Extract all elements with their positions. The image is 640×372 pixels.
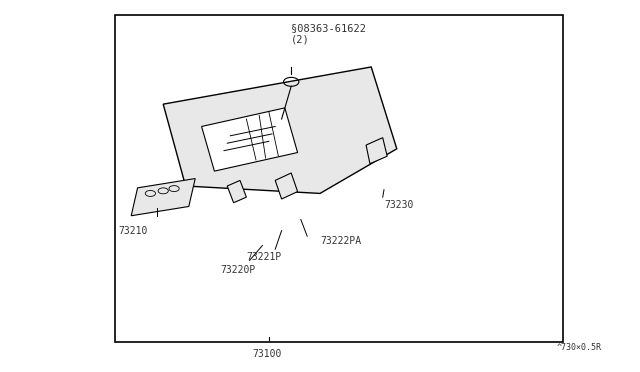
Text: ^730×0.5R: ^730×0.5R (557, 343, 602, 352)
Polygon shape (202, 108, 298, 171)
Bar (115, 15, 563, 342)
Text: 73210: 73210 (118, 226, 148, 236)
Polygon shape (366, 138, 387, 164)
Text: 73221P: 73221P (246, 252, 282, 262)
Polygon shape (275, 173, 298, 199)
Polygon shape (131, 179, 195, 216)
Text: 73222PA: 73222PA (320, 235, 361, 246)
Text: 73230: 73230 (384, 200, 413, 210)
Text: 73100: 73100 (253, 349, 282, 359)
Text: 73220P: 73220P (221, 265, 256, 275)
Text: §08363-61622
(2): §08363-61622 (2) (291, 23, 366, 45)
Polygon shape (163, 67, 397, 193)
Polygon shape (227, 180, 246, 203)
